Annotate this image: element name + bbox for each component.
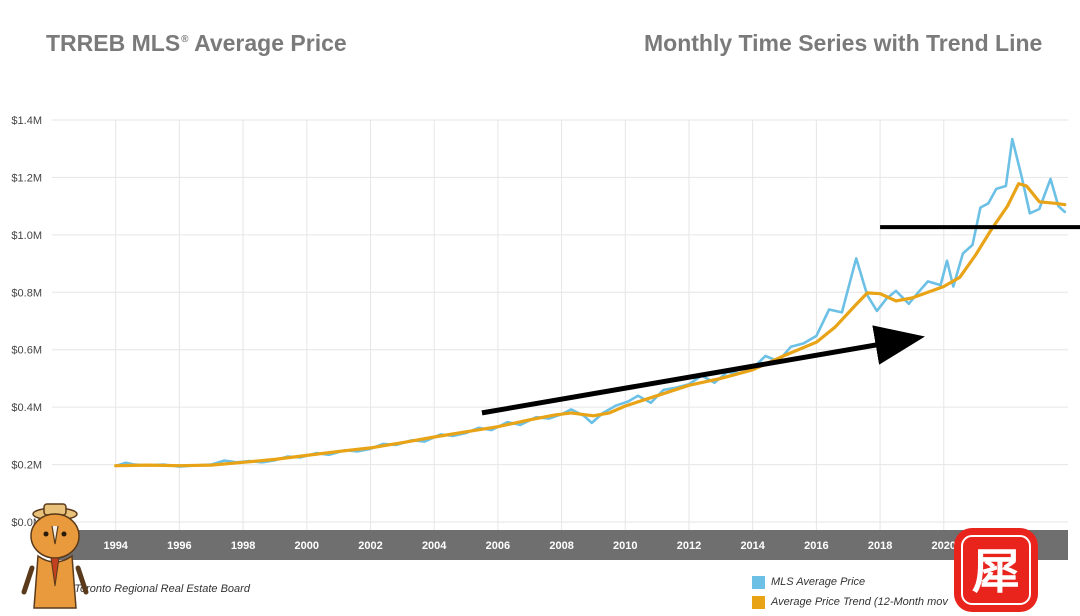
- trend-arrow: [481, 325, 925, 416]
- x-axis-ticks: 1994 1996 1998 2000 2002 2004 2006 2008 2010 2012…: [103, 540, 956, 552]
- legend-swatch-actual: [752, 575, 765, 589]
- legend-item-actual[interactable]: MLS Average Price: [752, 572, 948, 592]
- y-tick-label: $0.8M: [11, 287, 42, 299]
- chart-legend: MLS Average Price Average Price Trend (1…: [752, 572, 948, 612]
- x-tick-label: 2016: [804, 540, 828, 552]
- title-tail: Average Price: [188, 30, 347, 56]
- logo-stamp: 犀: [954, 528, 1038, 612]
- x-tick-label: 2006: [486, 540, 510, 552]
- mascot-illustration: [21, 503, 89, 609]
- legend-swatch-trend: [752, 595, 765, 609]
- annotations: [481, 225, 1080, 416]
- source-note: e: Toronto Regional Real Estate Board: [62, 583, 250, 595]
- x-tick-label: 2020: [932, 540, 956, 552]
- grid-lines: [52, 119, 1068, 530]
- y-tick-label: $0.4M: [11, 402, 42, 414]
- x-tick-label: 2000: [295, 540, 319, 552]
- x-tick-label: 1996: [167, 540, 191, 552]
- x-tick-label: 2010: [613, 540, 637, 552]
- series-line-actual: [114, 137, 1067, 468]
- legend-item-trend[interactable]: Average Price Trend (12-Month mov: [752, 592, 948, 612]
- y-axis-ticks: $0.0M$0.2M$0.4M$0.6M$0.8M$1.0M$1.2M$1.4M: [11, 115, 42, 529]
- legend-label-actual: MLS Average Price: [771, 576, 866, 588]
- legend-label-trend: Average Price Trend (12-Month mov: [771, 596, 948, 608]
- x-axis-band: [52, 530, 1068, 560]
- x-tick-label: 1998: [231, 540, 255, 552]
- x-tick-label: 2008: [549, 540, 573, 552]
- page-subtitle: Monthly Time Series with Trend Line: [644, 30, 1043, 56]
- price-line-chart: $0.0M$0.2M$0.4M$0.6M$0.8M$1.0M$1.2M$1.4M…: [11, 115, 1080, 560]
- x-tick-label: 2004: [422, 540, 447, 552]
- x-tick-label: 2012: [677, 540, 701, 552]
- y-tick-label: $0.2M: [11, 460, 42, 472]
- registered-mark: ®: [181, 34, 189, 45]
- x-tick-label: 2018: [868, 540, 892, 552]
- y-tick-label: $0.6M: [11, 345, 42, 357]
- x-tick-label: 1994: [103, 540, 128, 552]
- y-tick-label: $1.0M: [11, 230, 42, 242]
- x-tick-label: 2002: [358, 540, 382, 552]
- x-tick-label: 2014: [740, 540, 765, 552]
- series-lines: [114, 137, 1067, 468]
- page-title: TRREB MLS® Average Price: [46, 30, 347, 57]
- title-main: TRREB MLS: [46, 30, 181, 56]
- y-tick-label: $1.4M: [11, 115, 42, 127]
- series-line-trend: [114, 182, 1067, 468]
- y-tick-label: $1.2M: [11, 172, 42, 184]
- stamp-char: 犀: [972, 544, 1020, 600]
